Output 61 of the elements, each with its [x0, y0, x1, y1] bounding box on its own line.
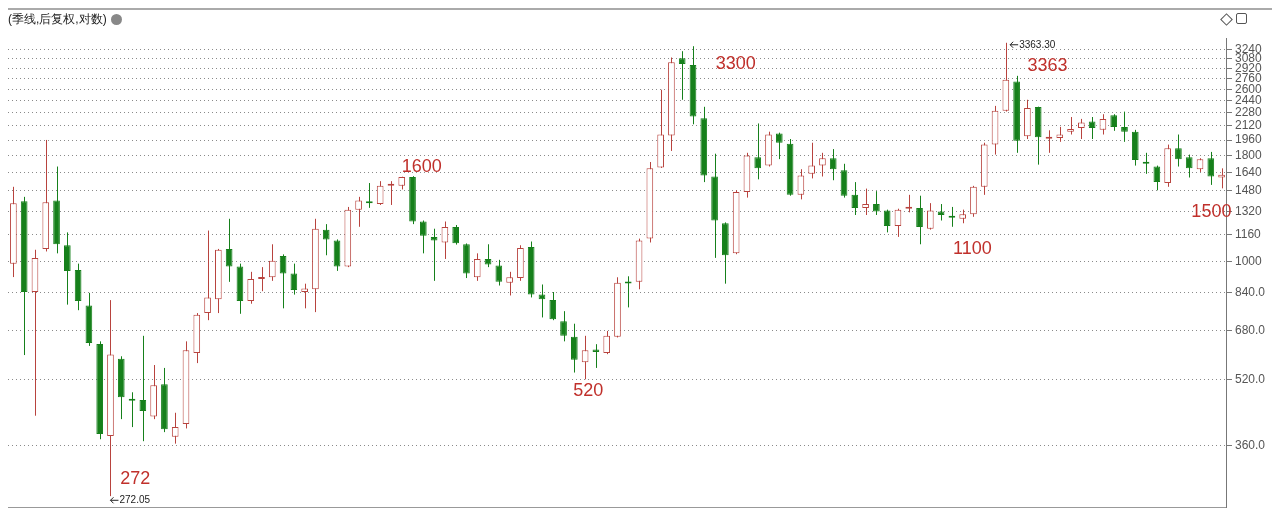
annotation: 1100 [952, 237, 992, 258]
candlestick [473, 252, 481, 282]
candlestick [549, 291, 557, 321]
candlestick [376, 180, 384, 206]
candlestick [355, 196, 362, 228]
candlestick [1175, 134, 1182, 168]
candlestick [592, 343, 600, 369]
candlestick [560, 310, 567, 342]
candlestick [247, 271, 255, 305]
annotation: 272.05 [119, 494, 151, 506]
candlestick [754, 122, 762, 180]
candlestick [204, 230, 211, 321]
candlestick [268, 243, 276, 282]
candlestick [322, 223, 330, 256]
y-tick-label: 1480 [1234, 183, 1262, 198]
annotation: 3363 [1027, 55, 1068, 76]
y-tick-label: 1000 [1234, 253, 1262, 268]
y-tick-label: 1800 [1234, 147, 1262, 162]
y-tick-label: 1640 [1234, 164, 1262, 179]
candlestick [916, 195, 923, 245]
candlestick [484, 243, 492, 268]
annotation: 272 [120, 467, 151, 488]
candlestick [430, 228, 438, 282]
candlestick [1218, 167, 1225, 189]
candlestick [1078, 118, 1085, 140]
y-tick-label: 2280 [1234, 105, 1262, 120]
candlestick [419, 220, 427, 254]
chart-title: (季线,后复权,对数) [8, 10, 107, 28]
candlestick [171, 412, 179, 445]
y-tick-label: 840.0 [1234, 285, 1266, 300]
candlestick [495, 259, 503, 287]
candlestick [819, 152, 826, 177]
candlestick [1121, 111, 1128, 143]
candlestick [1207, 151, 1215, 186]
y-tick-label: 1160 [1234, 227, 1262, 242]
candlestick [301, 283, 308, 309]
annotation: 3363.30 [1019, 38, 1056, 50]
candlestick [570, 323, 578, 374]
annotation: 1600 [401, 156, 442, 177]
candlestick [63, 231, 71, 306]
y-tick-label: 680.0 [1234, 323, 1266, 338]
candlestick [873, 190, 880, 216]
candlestick [678, 50, 686, 101]
annotation: 3300 [715, 53, 756, 73]
y-tick-label: 2120 [1234, 118, 1262, 133]
candlestick [1185, 154, 1193, 179]
candlestick [452, 224, 460, 246]
candlestick [829, 148, 837, 181]
y-tick-label: 360.0 [1234, 437, 1266, 452]
candlestick [862, 188, 869, 216]
y-tick-label: 1960 [1234, 132, 1262, 147]
candlestick [808, 142, 815, 179]
candlestick [926, 202, 934, 231]
candlestick [139, 335, 147, 442]
y-tick-label: 520.0 [1234, 371, 1266, 386]
y-tick-label: 1320 [1234, 203, 1262, 218]
candlestick [603, 330, 611, 355]
annotation: 520 [573, 380, 604, 401]
candlestick [775, 132, 783, 160]
candlestick [506, 271, 513, 296]
candlestick [851, 181, 859, 216]
